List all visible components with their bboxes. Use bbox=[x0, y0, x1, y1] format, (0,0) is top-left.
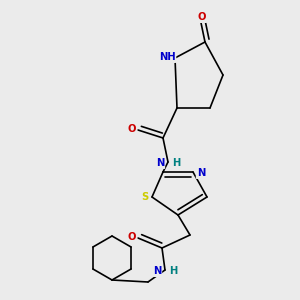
Text: NH: NH bbox=[159, 52, 175, 62]
Text: O: O bbox=[198, 12, 206, 22]
Text: H: H bbox=[169, 266, 177, 276]
Text: N: N bbox=[197, 168, 205, 178]
Text: N: N bbox=[156, 158, 164, 168]
Text: O: O bbox=[128, 232, 136, 242]
Text: H: H bbox=[172, 158, 180, 168]
Text: S: S bbox=[141, 192, 148, 202]
Text: N: N bbox=[153, 266, 161, 276]
Text: O: O bbox=[128, 124, 136, 134]
